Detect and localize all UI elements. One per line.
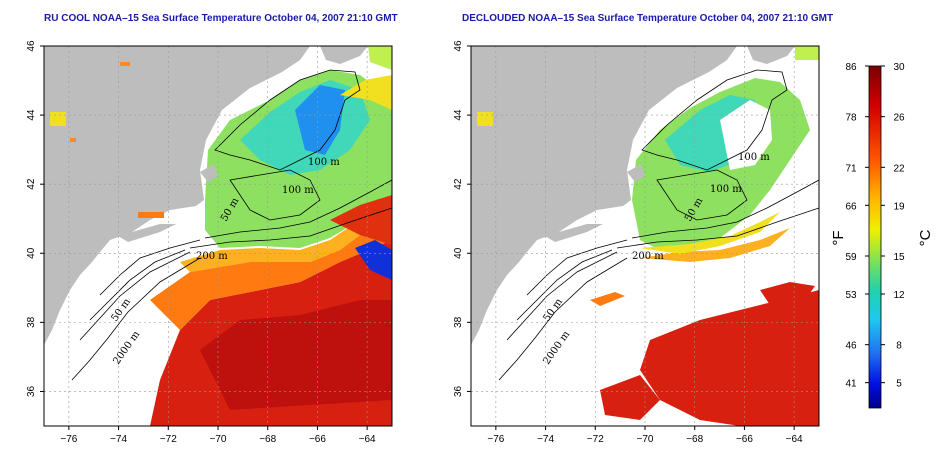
celsius-tick-label: 22: [893, 163, 905, 174]
lat-tick-label: 42: [26, 178, 37, 190]
warm-water-deep: [200, 300, 392, 410]
celsius-tick-label: 26: [893, 113, 905, 124]
land-artifact: [795, 46, 819, 60]
celsius-tick-label: 30: [893, 62, 905, 73]
nova-scotia-warm: [368, 46, 392, 70]
lon-tick-label: −74: [110, 434, 127, 445]
red-eastern-wedge: [330, 195, 392, 245]
lat-tick-label: 46: [26, 40, 37, 52]
lat-tick-label: 38: [453, 316, 464, 328]
colorbar-ticks: 30 86 26 78 22 71 19 66 15 59 12 53 8 46 5 41: [845, 62, 905, 390]
lon-tick-label: −76: [60, 434, 77, 445]
yellow-band: [640, 212, 780, 254]
cold-eddy: [355, 240, 392, 280]
orange-band: [150, 210, 392, 330]
land-artifact: [70, 138, 76, 142]
lon-tick-label: −68: [686, 434, 703, 445]
contour-label-100m-north: 100 m: [738, 152, 770, 163]
slope-water: [180, 200, 392, 272]
fahrenheit-tick-label: 78: [845, 113, 857, 124]
cape-cod: [200, 164, 218, 182]
left-map: 100 m 100 m 50 m 200 m 50 m 2000 m −76 −7…: [26, 40, 393, 445]
orange-patch: [590, 292, 625, 306]
cloud-mask-gap: [720, 100, 772, 170]
celsius-tick-label: 15: [893, 252, 905, 263]
lon-tick-label: −70: [637, 434, 654, 445]
right-map-title: DECLOUDED NOAA–15 Sea Surface Temperatur…: [462, 13, 834, 24]
land-artifact: [138, 212, 164, 218]
lon-tick-label: −72: [160, 434, 177, 445]
warm-patch-east: [760, 282, 815, 305]
land-mass: [44, 46, 310, 345]
left-map-title: RU COOL NOAA–15 Sea Surface Temperature …: [44, 13, 398, 24]
lat-tick-label: 36: [453, 385, 464, 397]
right-map-axes: −76 −74 −72 −70 −68 −66 −64 46 44 42 40 38 36: [453, 40, 803, 445]
celsius-unit-label: °C: [917, 229, 934, 246]
bathymetry-contours: [498, 69, 819, 381]
lon-tick-label: −66: [736, 434, 753, 445]
lon-tick-label: −74: [537, 434, 554, 445]
long-island: [118, 224, 176, 242]
contour-label-200m: 200 m: [196, 251, 228, 262]
lat-tick-label: 42: [453, 178, 464, 190]
lat-tick-label: 44: [453, 109, 464, 121]
land-artifact: [50, 112, 66, 126]
celsius-tick-label: 5: [896, 379, 902, 390]
fahrenheit-tick-label: 59: [845, 252, 857, 263]
lon-tick-label: −72: [587, 434, 604, 445]
fahrenheit-tick-label: 53: [845, 290, 857, 301]
lon-tick-label: −70: [210, 434, 227, 445]
land-artifact: [120, 62, 130, 66]
left-map-axes: −76 −74 −72 −70 −68 −66 −64 46 44 42 40 38 36: [26, 40, 376, 445]
lat-tick-label: 40: [453, 247, 464, 259]
nova-scotia: [320, 46, 368, 64]
contour-label-200m: 200 m: [632, 251, 664, 262]
lon-tick-label: −76: [487, 434, 504, 445]
celsius-tick-label: 12: [893, 290, 905, 301]
lat-tick-label: 46: [453, 40, 464, 52]
fahrenheit-tick-label: 46: [845, 341, 857, 352]
cold-water-blue: [295, 85, 345, 155]
fahrenheit-unit-label: °F: [830, 230, 847, 245]
colorbar-gradient: [868, 65, 882, 409]
lon-tick-label: −68: [259, 434, 276, 445]
lat-tick-label: 40: [26, 247, 37, 259]
celsius-tick-label: 19: [893, 201, 905, 212]
contour-label-100m-mid: 100 m: [282, 185, 314, 196]
long-island: [545, 224, 603, 242]
land-artifact: [477, 112, 493, 126]
lon-tick-label: −64: [786, 434, 803, 445]
lon-tick-label: −64: [359, 434, 376, 445]
bathymetry-contours: [71, 69, 392, 381]
colorbar: 30 86 26 78 22 71 19 66 15 59 12 53 8 46 5 41 °F °C: [830, 62, 934, 409]
yellow-coastal: [340, 75, 392, 110]
celsius-tick-label: 8: [896, 341, 902, 352]
lat-tick-label: 38: [26, 316, 37, 328]
lon-tick-label: −66: [309, 434, 326, 445]
contour-label-100m-north: 100 m: [308, 157, 340, 168]
nova-scotia: [747, 46, 795, 64]
lat-tick-label: 44: [26, 109, 37, 121]
contour-label-100m-mid: 100 m: [710, 184, 742, 195]
lat-tick-label: 36: [26, 385, 37, 397]
fahrenheit-tick-label: 86: [845, 62, 857, 73]
cape-cod: [627, 164, 645, 182]
fahrenheit-tick-label: 71: [845, 163, 857, 174]
fahrenheit-tick-label: 66: [845, 201, 857, 212]
warm-water-region: [640, 290, 819, 426]
land-mass: [471, 46, 737, 345]
fahrenheit-tick-label: 41: [845, 379, 857, 390]
right-map: 100 m 100 m 50 m 200 m 50 m 2000 m −76 −7…: [453, 40, 820, 445]
